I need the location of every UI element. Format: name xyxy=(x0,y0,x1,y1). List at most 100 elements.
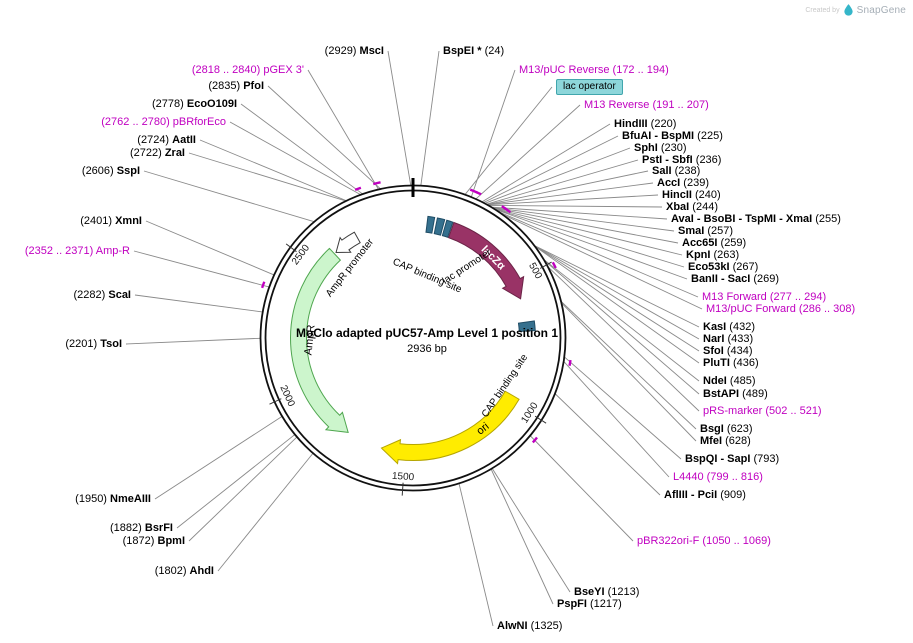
label-part: (2282) xyxy=(73,289,109,301)
label-Acc65I: Acc65I (259) xyxy=(682,237,746,249)
label-ScaI: (2282) ScaI xyxy=(74,289,132,301)
primer-arc-Amp-R xyxy=(260,281,266,289)
line-TsoI xyxy=(125,337,261,345)
label-part: (1882) xyxy=(110,522,145,534)
scale-label-2000: 2000 xyxy=(277,383,297,409)
label-part: (623) xyxy=(726,423,753,435)
label-MfeI: MfeI (628) xyxy=(700,435,751,447)
label-part: (269) xyxy=(753,273,780,285)
line-PluTI xyxy=(535,246,700,364)
scale-tick-2500 xyxy=(285,243,297,253)
label-part: (267) xyxy=(732,261,759,273)
primer-arc-M13-Reverse xyxy=(475,190,482,196)
label-part: (436) xyxy=(732,357,759,369)
feature-CAP-binding-site-2 xyxy=(517,320,536,333)
feature-CAP-binding-site-1 xyxy=(425,215,436,234)
label-part: M13/pUC Forward (286 .. 308) xyxy=(706,303,856,315)
label-part: HindIII xyxy=(614,118,651,130)
label-XbaI: XbaI (244) xyxy=(666,201,718,213)
label-part: (489) xyxy=(742,388,768,400)
label-part: (244) xyxy=(692,201,718,213)
label-part: (24) xyxy=(484,45,505,57)
label-part: (255) xyxy=(815,213,841,225)
line-SmaI xyxy=(492,207,675,232)
line-ZraI xyxy=(188,152,346,202)
created-by-text: Created by xyxy=(805,6,840,14)
line-PstI-SbfI xyxy=(486,159,639,205)
cap-binding-site-label-2: CAP binding site xyxy=(479,352,531,420)
label-HindIII: HindIII (220) xyxy=(614,118,676,130)
label-part: SmaI xyxy=(678,225,708,237)
label-part: ScaI xyxy=(108,289,131,301)
line-M13-Forward xyxy=(500,212,699,298)
primer-arc-pGEX-3 xyxy=(372,181,381,186)
label-XmnI: (2401) XmnI xyxy=(80,215,142,227)
label-part: PspFI xyxy=(557,598,591,610)
label-part: (628) xyxy=(725,435,751,447)
line-M13-pUC-Forward xyxy=(503,214,703,310)
label-pGEX-3: (2818 .. 2840) pGEX 3' xyxy=(192,64,304,76)
label-M13-pUC-Reverse: M13/pUC Reverse (172 .. 194) xyxy=(519,64,669,76)
line-BsrFI xyxy=(176,434,295,529)
label-part: XmnI xyxy=(115,215,142,227)
line-BspEI xyxy=(420,50,440,186)
label-part: (2352 .. 2371) Amp-R xyxy=(24,245,130,257)
line-AvaI-BsoBI-TspMI-XmaI xyxy=(492,206,668,220)
line-NarI xyxy=(535,245,700,340)
feature-lac-promoter-site xyxy=(433,217,446,236)
label-part: (259) xyxy=(720,237,747,249)
label-TsoI: (2201) TsoI xyxy=(65,338,122,350)
label-ZraI: (2722) ZraI xyxy=(130,147,185,159)
line-HindIII xyxy=(482,123,611,202)
label-KasI: KasI (432) xyxy=(703,321,755,333)
line-BfuAI-BspMI xyxy=(483,135,619,203)
line-Amp-R xyxy=(133,250,269,288)
label-part: ZraI xyxy=(164,147,185,159)
plasmid-title-block: MoClo adapted pUC57-Amp Level 1 position… xyxy=(296,326,558,355)
label-M13-pUC-Forward: M13/pUC Forward (286 .. 308) xyxy=(706,303,855,315)
label-part: NarI xyxy=(703,333,728,345)
label-NmeAIII: (1950) NmeAIII xyxy=(75,493,151,505)
label-part: PluTI xyxy=(703,357,733,369)
line-pBR322ori-F xyxy=(530,435,634,542)
label-part: MfeI xyxy=(700,435,726,447)
label-part: Acc65I xyxy=(682,237,721,249)
line-M13-Reverse xyxy=(475,104,581,200)
line-AhdI xyxy=(217,453,314,572)
label-part: (1802) xyxy=(154,565,190,577)
plasmid-title: MoClo adapted pUC57-Amp Level 1 position… xyxy=(295,326,559,340)
line-BstAPI xyxy=(545,261,700,395)
label-part: AvaI - BsoBI - TspMI - XmaI xyxy=(671,213,816,225)
branding: Created by SnapGene xyxy=(805,4,906,16)
label-part: BseYI xyxy=(574,586,608,598)
line-BanII-SacI xyxy=(496,209,688,280)
label-part: (434) xyxy=(726,345,753,357)
label-part: lac operator xyxy=(563,81,616,92)
label-part: AlwNI xyxy=(497,620,531,632)
label-part: NmeAIII xyxy=(110,493,151,505)
label-part: BsgI xyxy=(700,423,727,435)
label-part: HincII xyxy=(662,189,696,201)
line-pBRforEco xyxy=(229,121,361,195)
line-BpmI xyxy=(188,436,297,542)
plasmid-size: 2936 bp xyxy=(407,343,447,355)
label-part: BfuAI - BspMI xyxy=(622,130,698,142)
label-M13-Forward: M13 Forward (277 .. 294) xyxy=(702,291,826,303)
label-Amp-R: (2352 .. 2371) Amp-R xyxy=(25,245,130,257)
label-BanII-SacI: BanII - SacI (269) xyxy=(691,273,779,285)
label-AflIII-PciI: AflIII - PciI (909) xyxy=(664,489,746,501)
label-KpnI: KpnI (263) xyxy=(686,249,739,261)
label-BfuAI-BspMI: BfuAI - BspMI (225) xyxy=(622,130,723,142)
line-BseYI xyxy=(492,468,571,593)
label-part: M13/pUC Reverse (172 .. 194) xyxy=(519,64,669,76)
label-pRS-marker: pRS-marker (502 .. 521) xyxy=(703,405,822,417)
label-part: (236) xyxy=(695,154,722,166)
scale-tick-2000 xyxy=(269,398,282,405)
line-pRS-marker xyxy=(548,267,700,412)
label-part: AccI xyxy=(657,177,684,189)
line-MscI xyxy=(387,50,412,186)
primer-arc-pBRforEco xyxy=(354,186,362,192)
label-part: (2606) xyxy=(81,165,117,177)
